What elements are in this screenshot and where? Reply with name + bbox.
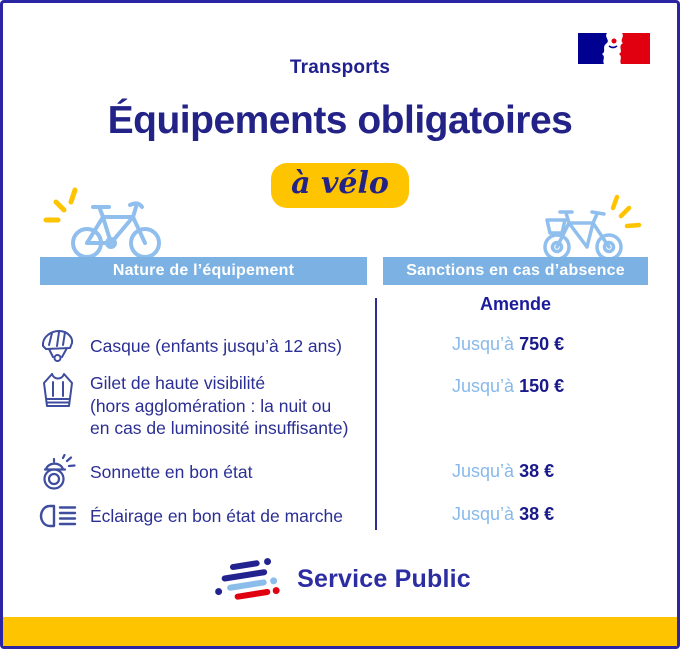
equipment-label: Gilet de haute visibilité (hors agglomér… — [90, 373, 349, 438]
service-public-label: Service Public — [297, 564, 471, 593]
fine-amount: Jusqu’à 750 € — [452, 334, 565, 354]
table-row: Éclairage en bon état de marche — [38, 499, 343, 533]
category-label: Transports — [289, 57, 391, 78]
left-column-header: Nature de l’équipement — [40, 257, 367, 285]
amount-column-label: Amende — [479, 294, 551, 314]
bell-icon — [38, 454, 78, 490]
bicycle-right-icon — [531, 193, 643, 267]
fine-amount: Jusqu’à 150 € — [452, 376, 565, 396]
fine-amount: Jusqu’à 38 € — [452, 461, 555, 481]
table-row: Casque (enfants jusqu’à 12 ans) — [38, 327, 342, 365]
flag-icon — [578, 33, 650, 64]
service-public-logo: Service Public — [3, 555, 677, 603]
title-badge: à vélo — [271, 163, 409, 208]
column-divider — [375, 298, 377, 530]
helmet-icon — [38, 328, 78, 364]
headlight-icon — [38, 504, 78, 528]
bicycle-left-icon — [43, 185, 167, 265]
page-title: Équipements obligatoires — [107, 99, 573, 142]
table-row: Sonnette en bon état — [38, 453, 253, 491]
footer-accent-bar — [3, 617, 677, 646]
right-column-header: Sanctions en cas d’absence — [383, 257, 648, 285]
fine-amount: Jusqu’à 38 € — [452, 504, 555, 524]
vest-icon — [38, 372, 78, 408]
equipment-label: Éclairage en bon état de marche — [90, 505, 343, 526]
service-public-mark-icon — [215, 558, 280, 600]
french-flag-logo — [578, 33, 650, 64]
table-row: Gilet de haute visibilité (hors agglomér… — [38, 372, 348, 440]
badge-wrap: à vélo — [3, 163, 677, 208]
equipment-label: Casque (enfants jusqu’à 12 ans) — [90, 335, 342, 356]
equipment-label: Sonnette en bon état — [90, 461, 253, 482]
